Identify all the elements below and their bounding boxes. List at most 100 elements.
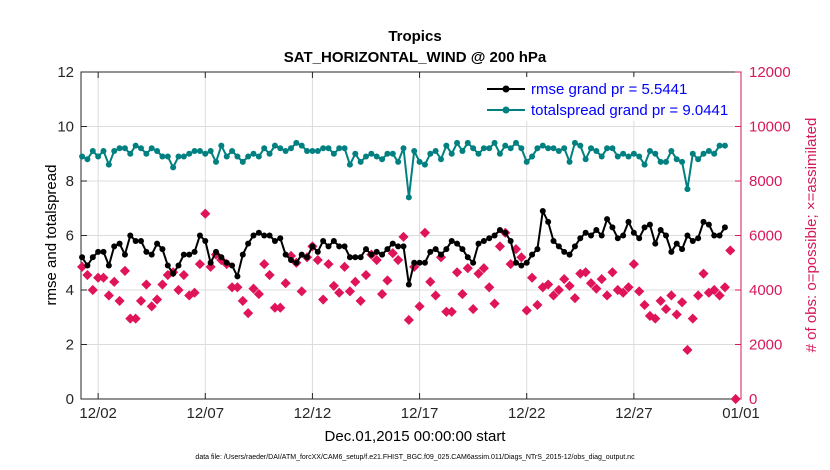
series-point-totalspread	[609, 145, 616, 152]
series-point-totalspread	[191, 148, 198, 155]
series-point-rmse	[411, 259, 418, 266]
series-point-rmse	[105, 262, 112, 269]
series-point-totalspread	[395, 158, 402, 165]
obs-assimilated-marker	[360, 269, 372, 281]
obs-assimilated-marker	[119, 265, 130, 276]
series-point-totalspread	[663, 158, 669, 165]
series-point-rmse	[325, 243, 332, 250]
series-point-totalspread	[84, 156, 91, 163]
chart-subtitle: SAT_HORIZONTAL_WIND @ 200 hPa	[284, 49, 547, 66]
series-point-rmse	[496, 227, 503, 234]
obs-assimilated-marker	[634, 286, 645, 297]
series-point-totalspread	[646, 148, 653, 155]
obs-assimilated-marker	[494, 241, 505, 252]
series-point-rmse	[218, 254, 225, 261]
series-point-rmse	[202, 237, 209, 244]
series-point-totalspread	[502, 142, 509, 149]
series-point-rmse	[373, 248, 380, 255]
series-point-totalspread	[577, 142, 584, 149]
series-point-rmse	[255, 229, 262, 236]
series-point-rmse	[502, 229, 509, 236]
series-point-totalspread	[121, 145, 128, 152]
obs-assimilated-marker	[687, 313, 698, 324]
series-point-rmse	[577, 235, 584, 242]
series-point-rmse	[443, 246, 450, 253]
series-point-rmse	[138, 237, 144, 244]
obs-assimilated-marker	[87, 284, 98, 296]
series-point-rmse	[180, 251, 187, 258]
obs-assimilated-marker	[607, 267, 618, 278]
series-point-totalspread	[411, 148, 418, 155]
series-point-totalspread	[127, 150, 134, 157]
series-point-rmse	[684, 232, 691, 239]
series-point-rmse	[84, 262, 91, 269]
obs-assimilated-marker	[109, 276, 120, 287]
y-tick-label-left: 10	[57, 119, 74, 136]
series-point-totalspread	[620, 150, 627, 157]
series-point-rmse	[641, 224, 648, 231]
obs-assimilated-marker	[521, 305, 532, 316]
series-point-totalspread	[593, 148, 600, 155]
series-point-rmse	[175, 262, 182, 269]
series-point-totalspread	[486, 145, 493, 152]
series-point-totalspread	[711, 150, 718, 157]
obs-assimilated-marker	[693, 290, 704, 301]
series-point-totalspread	[614, 153, 621, 160]
series-point-rmse	[566, 251, 573, 258]
series-point-rmse	[170, 270, 177, 277]
obs-assimilated-marker	[446, 306, 457, 317]
series-point-rmse	[95, 248, 102, 255]
chart-title: Tropics	[388, 28, 441, 45]
series-point-rmse	[588, 232, 594, 239]
series-point-totalspread	[475, 150, 482, 157]
series-point-rmse	[609, 224, 616, 231]
series-point-rmse	[79, 254, 86, 261]
series-point-rmse	[352, 254, 359, 261]
obs-assimilated-marker	[623, 282, 634, 293]
obs-assimilated-marker	[194, 259, 205, 270]
series-point-totalspread	[132, 142, 139, 149]
series-point-rmse	[164, 262, 171, 269]
series-point-rmse	[363, 246, 369, 253]
series-point-totalspread	[668, 148, 675, 155]
series-point-totalspread	[325, 145, 332, 152]
series-point-totalspread	[438, 156, 444, 163]
series-point-rmse	[491, 232, 498, 239]
obs-assimilated-marker	[425, 276, 436, 287]
series-point-rmse	[245, 240, 252, 247]
series-point-rmse	[513, 259, 519, 266]
series-point-totalspread	[207, 148, 214, 155]
series-point-rmse	[716, 232, 723, 239]
series-point-totalspread	[384, 150, 391, 157]
series-point-rmse	[368, 251, 375, 258]
series-point-rmse	[663, 232, 669, 239]
series-point-rmse	[582, 229, 589, 236]
obs-assimilated-marker	[559, 274, 570, 285]
series-point-rmse	[620, 232, 627, 239]
obs-assimilated-marker	[312, 254, 323, 266]
legend-box	[482, 77, 738, 121]
obs-assimilated-marker	[452, 267, 463, 278]
obs-assimilated-marker	[591, 283, 602, 294]
series-point-rmse	[341, 243, 348, 250]
obs-assimilated-marker	[650, 313, 661, 324]
y-tick-label-left: 2	[66, 337, 74, 354]
obs-assimilated-marker	[243, 308, 254, 319]
series-point-totalspread	[79, 153, 86, 160]
series-point-totalspread	[271, 142, 278, 149]
series-point-rmse	[598, 232, 605, 239]
obs-assimilated-marker	[527, 272, 538, 283]
y-axis-label-right: # of obs: o=possible; ×=assimilated	[803, 118, 820, 353]
obs-assimilated-marker	[232, 282, 243, 293]
series-point-rmse	[213, 248, 219, 255]
series-point-totalspread	[239, 158, 246, 165]
series-point-rmse	[630, 229, 637, 236]
series-point-totalspread	[266, 150, 273, 157]
series-point-rmse	[121, 251, 128, 258]
obs-assimilated-marker	[628, 259, 639, 270]
obs-assimilated-marker	[152, 294, 163, 305]
series-point-rmse	[293, 259, 300, 266]
series-point-rmse	[523, 259, 530, 266]
series-point-totalspread	[405, 194, 412, 201]
